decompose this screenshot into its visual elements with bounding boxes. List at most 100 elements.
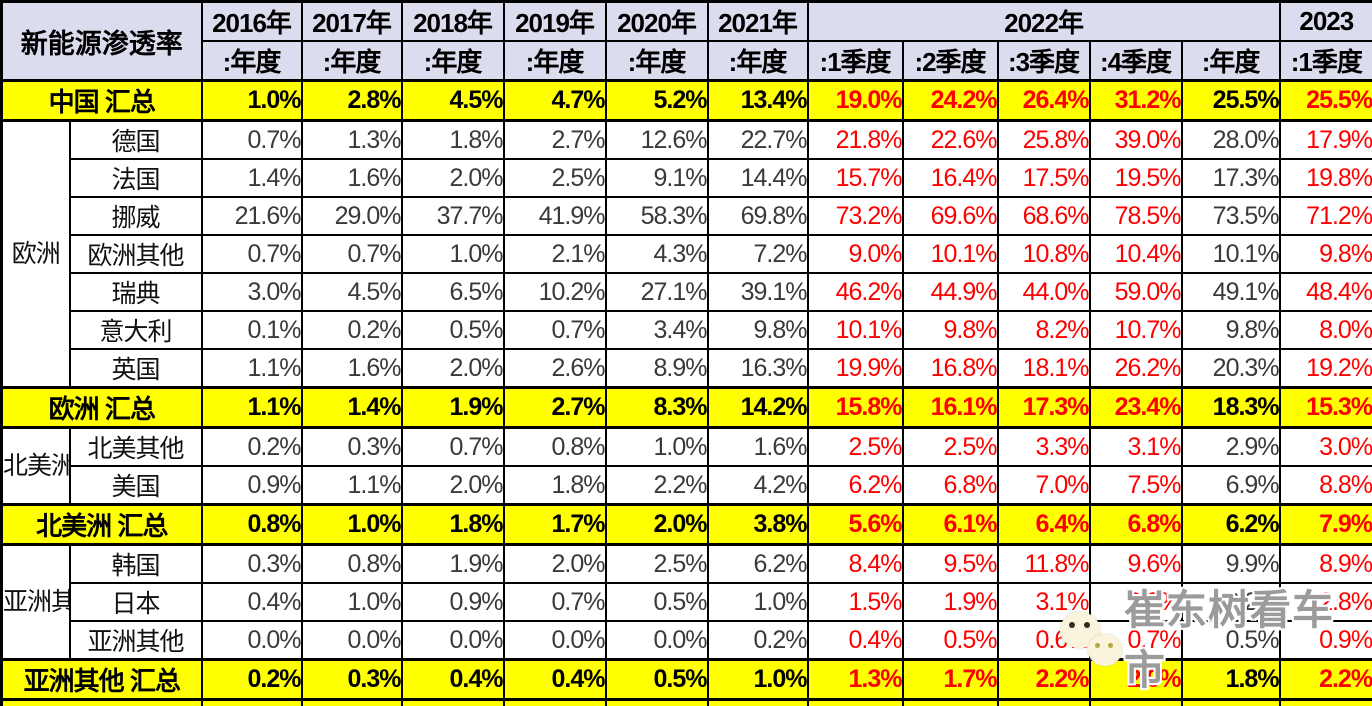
value-cell: 21.6% bbox=[200, 196, 303, 236]
value-cell: 19.8% bbox=[1278, 158, 1372, 198]
value-cell: 69.6% bbox=[901, 196, 999, 236]
value-cell: 29.0% bbox=[300, 196, 403, 236]
value-cell: 0.0% bbox=[200, 620, 303, 661]
value-cell: 3.1% bbox=[1088, 426, 1183, 467]
year-header: 2022年 bbox=[806, 0, 1281, 42]
value-cell: 18.3% bbox=[1180, 386, 1281, 429]
value-cell: 6.9% bbox=[1180, 465, 1281, 506]
value-cell: 0.1% bbox=[502, 698, 607, 706]
value-cell: 19.0% bbox=[806, 79, 904, 122]
row-label: 英国 bbox=[68, 348, 203, 389]
value-cell: 5.6% bbox=[806, 503, 904, 546]
value-cell: 1.2% bbox=[996, 698, 1091, 706]
value-cell: 2.3% bbox=[1088, 582, 1183, 622]
value-cell: 1.5% bbox=[1278, 698, 1372, 706]
row-label: 日本 bbox=[68, 582, 203, 622]
value-cell: 2.2% bbox=[996, 658, 1091, 701]
value-cell: 1.6% bbox=[706, 426, 809, 467]
row-label: 亚洲其他 汇总 bbox=[0, 658, 203, 701]
value-cell: 16.4% bbox=[901, 158, 999, 198]
value-cell: 44.0% bbox=[996, 272, 1091, 312]
value-cell: 21.8% bbox=[806, 119, 904, 160]
value-cell: 8.2% bbox=[996, 310, 1091, 350]
value-cell: 0.0% bbox=[400, 698, 505, 706]
value-cell: 10.1% bbox=[806, 310, 904, 350]
value-cell: 18.1% bbox=[996, 348, 1091, 389]
group-label: 亚洲其他 bbox=[0, 543, 71, 661]
value-cell: 9.6% bbox=[1088, 543, 1183, 584]
value-cell: 6.8% bbox=[1088, 503, 1183, 546]
period-header: :1季度 bbox=[806, 40, 904, 82]
value-cell: 22.7% bbox=[706, 119, 809, 160]
value-cell: 7.2% bbox=[706, 234, 809, 274]
value-cell: 20.3% bbox=[1180, 348, 1281, 389]
table-row: 瑞典 3.0% 4.5% 6.5% 10.2% 27.1% 39.1% 46.2% 44.9% 4… bbox=[2, 272, 1372, 312]
value-cell: 0.7% bbox=[502, 310, 607, 350]
value-cell: 0.7% bbox=[200, 119, 303, 160]
table-row: 欧洲 德国 0.7% 1.3% 1.8% 2.7% 12.6% 22.7% 21.8% 22.6%… bbox=[0, 119, 1372, 389]
value-cell: 41.9% bbox=[502, 196, 607, 236]
year-header: 2020年 bbox=[604, 0, 709, 42]
value-cell: 78.5% bbox=[1088, 196, 1183, 236]
value-cell: 6.1% bbox=[901, 503, 999, 546]
value-cell: 19.9% bbox=[806, 348, 904, 389]
period-header: :年度 bbox=[604, 40, 709, 82]
value-cell: 9.5% bbox=[901, 543, 999, 584]
period-header: :年度 bbox=[400, 40, 505, 82]
value-cell: 69.8% bbox=[706, 196, 809, 236]
value-cell: 0.4% bbox=[806, 620, 904, 661]
value-cell: 1.3% bbox=[300, 119, 403, 160]
value-cell: 25.5% bbox=[1278, 79, 1372, 122]
value-cell: 9.0% bbox=[806, 234, 904, 274]
row-label: 北美其他 bbox=[68, 426, 203, 467]
value-cell: 2.2% bbox=[1180, 582, 1281, 622]
value-cell: 8.8% bbox=[1278, 465, 1372, 506]
value-cell: 6.2% bbox=[1180, 503, 1281, 546]
value-cell: 25.8% bbox=[996, 119, 1091, 160]
value-cell: 14.2% bbox=[706, 386, 809, 429]
value-cell: 8.9% bbox=[604, 348, 709, 389]
value-cell: 2.9% bbox=[1180, 426, 1281, 467]
value-cell: 12.6% bbox=[604, 119, 709, 160]
value-cell: 2.5% bbox=[604, 543, 709, 584]
value-cell: 0.2% bbox=[901, 698, 999, 706]
value-cell: 46.2% bbox=[806, 272, 904, 312]
value-cell: 1.3% bbox=[806, 658, 904, 701]
value-cell: 4.5% bbox=[300, 272, 403, 312]
value-cell: 22.6% bbox=[901, 119, 999, 160]
value-cell: 2.7% bbox=[502, 386, 607, 429]
value-cell: 7.5% bbox=[1088, 465, 1183, 506]
year-header: 2023 bbox=[1278, 0, 1372, 42]
table-row: 挪威 21.6% 29.0% 37.7% 41.9% 58.3% 69.8% 73.2% 69.… bbox=[2, 196, 1372, 236]
value-cell: 0.4% bbox=[502, 658, 607, 701]
value-cell: 0.8% bbox=[300, 543, 403, 584]
value-cell: 9.9% bbox=[1180, 543, 1281, 584]
value-cell: 4.3% bbox=[604, 234, 709, 274]
value-cell: 25.5% bbox=[1180, 79, 1281, 122]
value-cell: 49.1% bbox=[1180, 272, 1281, 312]
value-cell: 58.3% bbox=[604, 196, 709, 236]
value-cell: 8.0% bbox=[1278, 310, 1372, 350]
row-label: 瑞典 bbox=[68, 272, 203, 312]
value-cell: 3.1% bbox=[996, 582, 1091, 622]
value-cell: 0.3% bbox=[300, 658, 403, 701]
value-cell: 3.0% bbox=[200, 272, 303, 312]
value-cell: 1.7% bbox=[502, 503, 607, 546]
row-label: 中国 汇总 bbox=[0, 79, 203, 122]
period-header: :年度 bbox=[1180, 40, 1281, 82]
table-row: 亚洲其他 0.0% 0.0% 0.0% 0.0% 0.0% 0.2% 0.4% 0.5% 0.6%… bbox=[2, 620, 1372, 661]
value-cell: 0.0% bbox=[300, 620, 403, 661]
value-cell: 23.4% bbox=[1088, 386, 1183, 429]
value-cell: 1.0% bbox=[300, 503, 403, 546]
value-cell: 0.2% bbox=[200, 658, 303, 701]
value-cell bbox=[1180, 698, 1281, 706]
table-row: 欧洲 汇总 1.1% 1.4% 1.9% 2.7% 8.3% 14.2% 15.8% 16.1%… bbox=[0, 386, 1372, 429]
value-cell: 9.8% bbox=[706, 310, 809, 350]
value-cell: 2.7% bbox=[502, 119, 607, 160]
row-label: 亚洲其他 bbox=[68, 620, 203, 661]
value-cell: 19.2% bbox=[1278, 348, 1372, 389]
value-cell: 1.9% bbox=[901, 582, 999, 622]
value-cell: 7.9% bbox=[1278, 503, 1372, 546]
value-cell: 0.7% bbox=[502, 582, 607, 622]
